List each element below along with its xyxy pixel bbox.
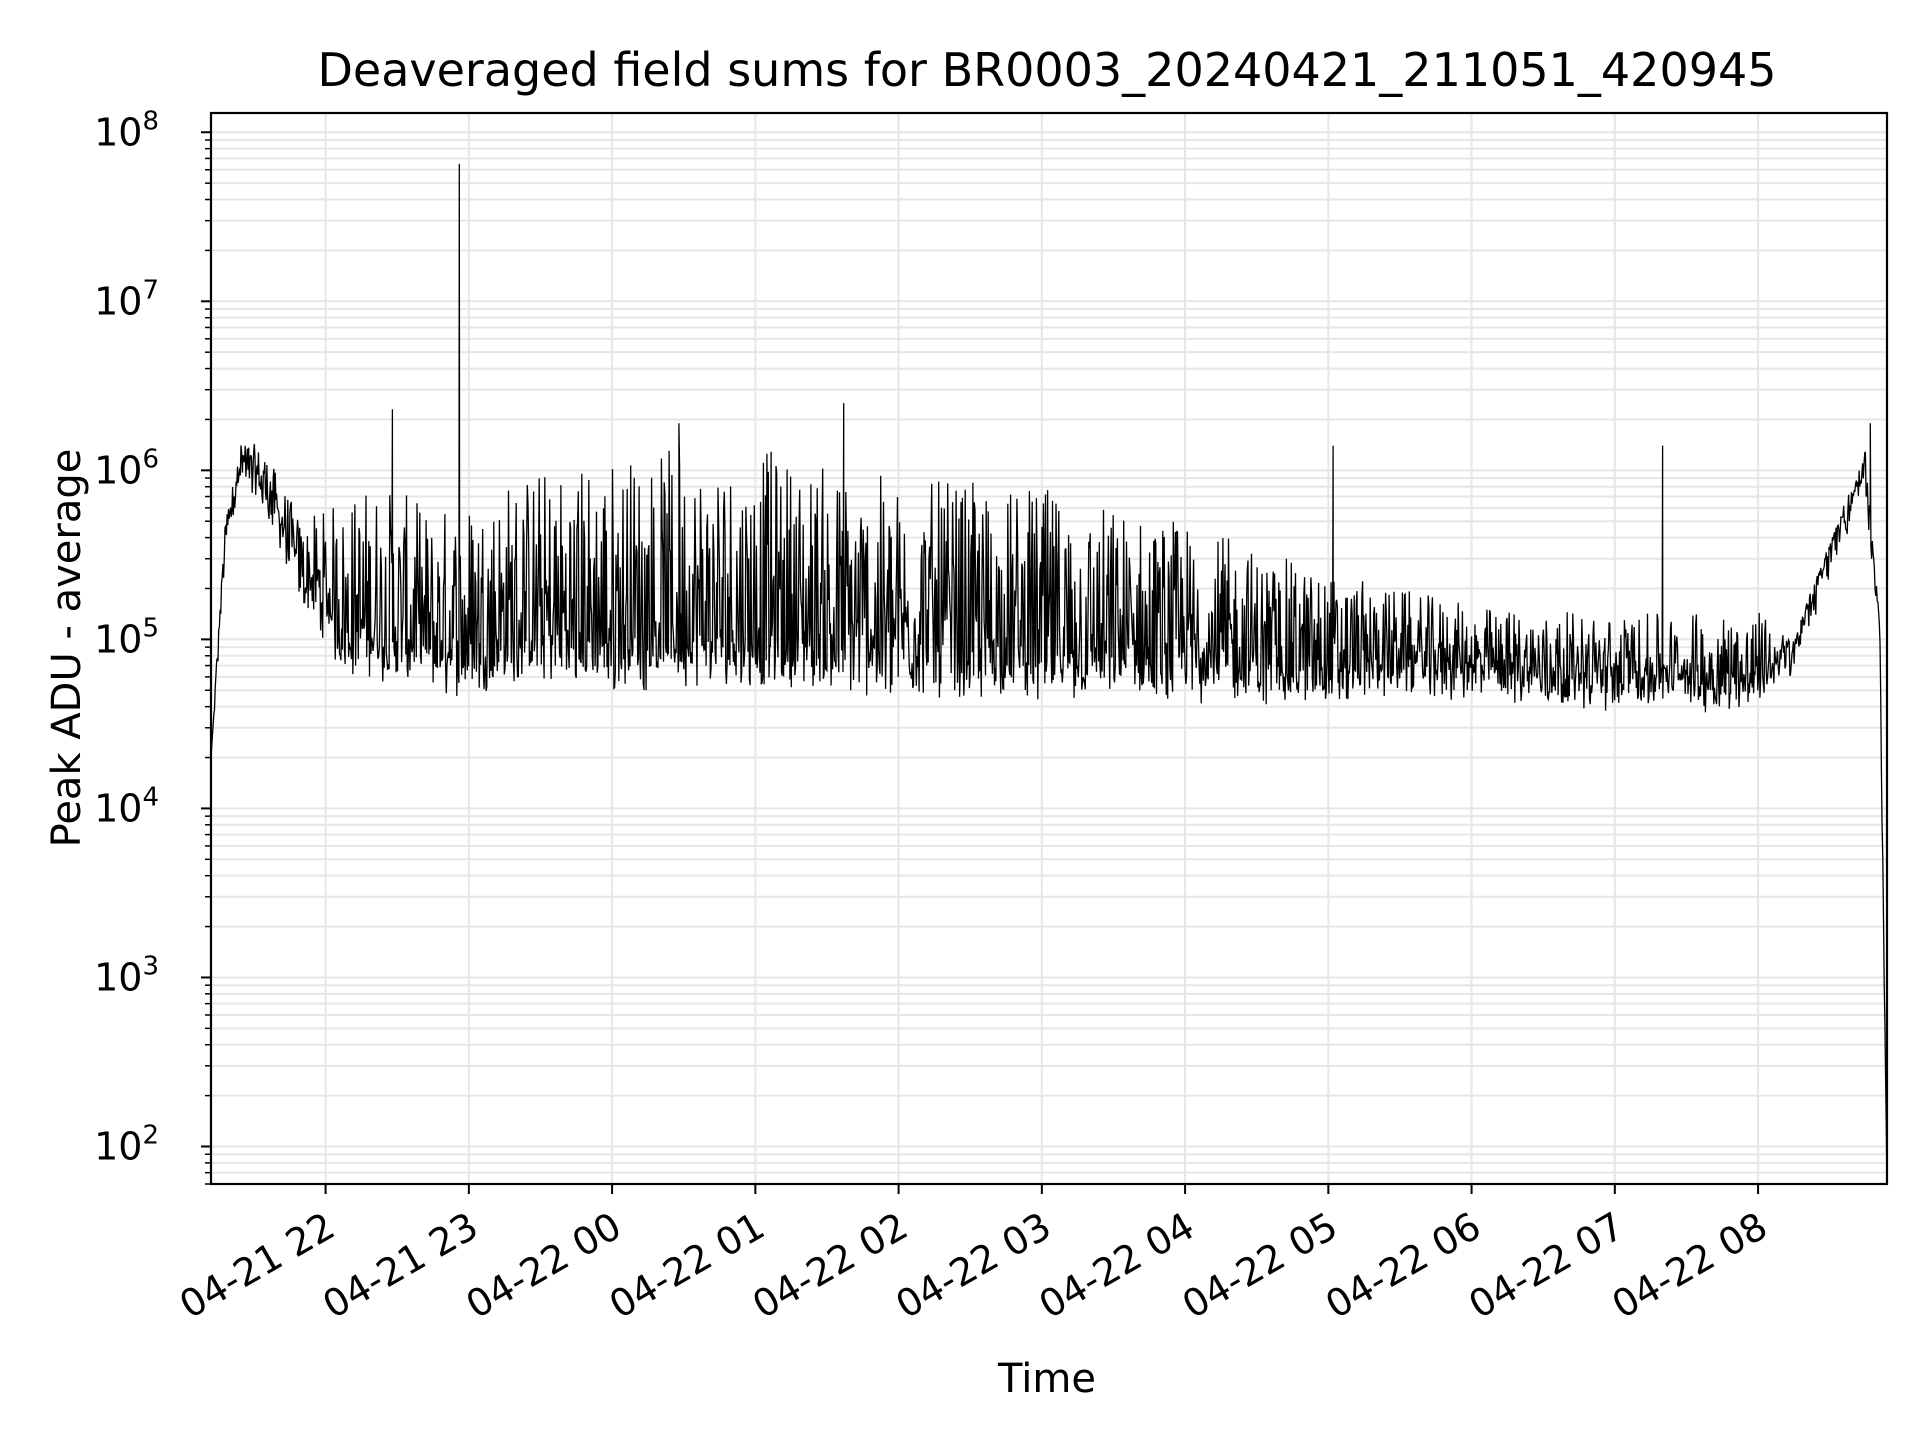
x-axis-label: Time (997, 1356, 1096, 1402)
chart-title: Deaveraged field sums for BR0003_2024042… (317, 43, 1776, 97)
y-tick-exponent: 7 (142, 275, 159, 305)
y-tick-exponent: 4 (142, 782, 159, 812)
series-peak-adu (210, 163, 1888, 1185)
grid-lines (211, 113, 1887, 1185)
y-tick-exponent: 5 (142, 613, 159, 643)
y-tick-exponent: 2 (142, 1120, 159, 1150)
plot-frame (209, 111, 1889, 1186)
y-axis-label: Peak ADU - average (44, 449, 90, 848)
y-tick-label: 102 (94, 1120, 159, 1168)
y-tick-exponent: 6 (142, 444, 159, 474)
y-tick-exponent: 8 (142, 106, 159, 136)
series-line (210, 163, 1888, 1185)
y-tick-exponent: 3 (142, 951, 159, 981)
